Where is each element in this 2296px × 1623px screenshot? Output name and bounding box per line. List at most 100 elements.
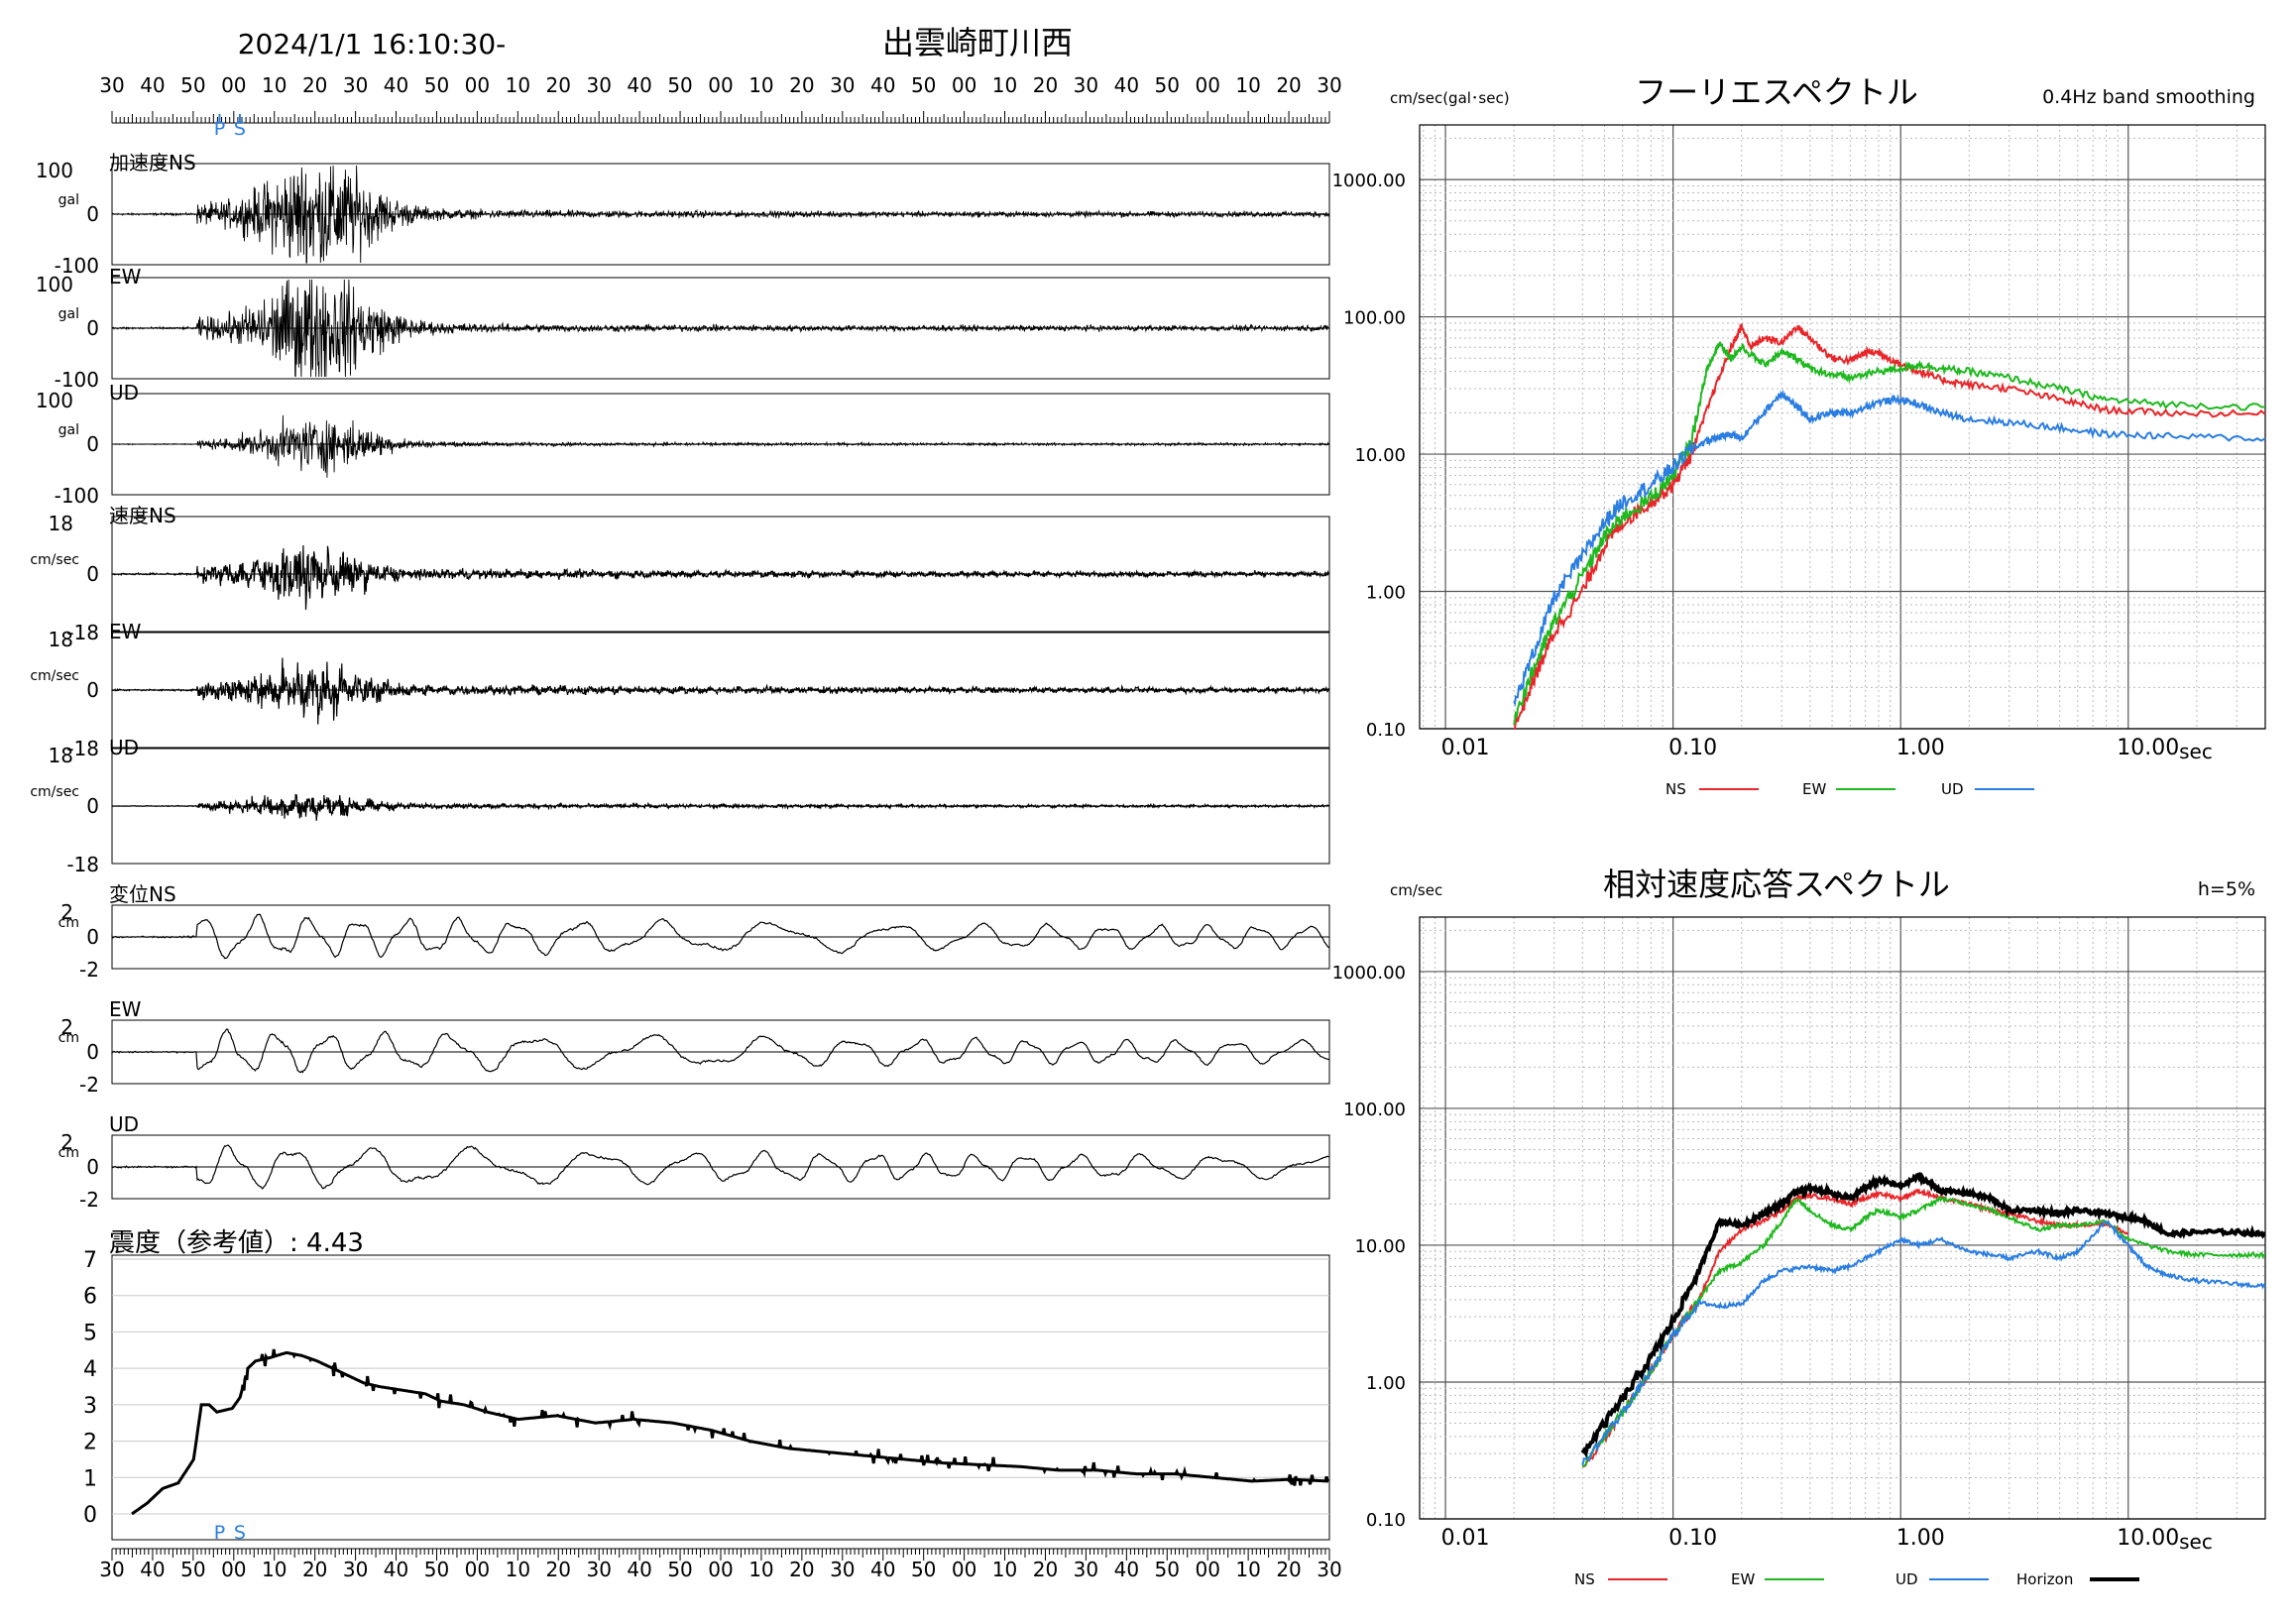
intensity-tick-label: 2	[83, 1431, 97, 1455]
bottom-time-axis-tick-label: 10	[1235, 1558, 1260, 1581]
intensity-tick-label: 3	[83, 1394, 97, 1419]
scale-zero: 0	[86, 316, 99, 340]
bottom-time-axis-tick-label: 50	[667, 1558, 692, 1581]
record-datetime: 2024/1/1 16:10:30-	[238, 28, 507, 60]
scale-max: 18	[49, 628, 73, 651]
scale-zero: 0	[86, 794, 99, 818]
top-time-axis-tick-label: 10	[992, 73, 1017, 97]
unit-label: gal	[58, 306, 79, 322]
top-time-axis-tick-label: 30	[1074, 73, 1098, 97]
unit-label: cm	[58, 1030, 79, 1046]
waveform-trace	[111, 279, 1330, 378]
scale-min: -100	[55, 368, 99, 392]
top-time-axis-tick-label: 30	[343, 73, 368, 97]
unit-label: gal	[58, 192, 79, 208]
chart-title: フーリエスペクトル	[1635, 73, 1918, 111]
bottom-time-axis-tick-label: 20	[1033, 1558, 1058, 1581]
bottom-time-axis-tick-label: 30	[343, 1558, 368, 1581]
top-time-axis-tick-label: 00	[221, 73, 246, 97]
top-time-axis-tick-label: 20	[546, 73, 571, 97]
bottom-time-axis-tick-label: 10	[992, 1558, 1017, 1581]
top-time-axis-tick-label: 50	[667, 73, 692, 97]
waveform-panel	[111, 748, 1330, 865]
plot-frame	[1419, 916, 2266, 1520]
scale-max: 18	[49, 744, 73, 767]
p-arrival-marker-top: P	[214, 118, 225, 140]
bottom-time-axis-tick-label: 10	[262, 1558, 287, 1581]
bottom-time-axis-tick-label: 00	[952, 1558, 976, 1581]
y-tick-label: 100.00	[1343, 308, 1406, 329]
component-label: 変位NS	[109, 882, 176, 906]
y-tick-label: 1000.00	[1332, 963, 1406, 984]
intensity-tick-label: 7	[83, 1248, 97, 1273]
response-chart	[1419, 916, 2266, 1581]
scale-max: 100	[36, 273, 73, 296]
y-unit-label: cm/sec	[1390, 881, 1442, 899]
bottom-time-axis-tick-label: 40	[140, 1558, 165, 1581]
scale-max: 100	[36, 389, 73, 412]
p-arrival-marker-bottom: P	[214, 1522, 225, 1544]
spectrum-line-ns	[1514, 323, 2266, 730]
waveform-panel	[111, 393, 1330, 496]
top-time-axis-tick-label: 40	[870, 73, 895, 97]
x-tick-label: 0.10	[1668, 736, 1717, 760]
spectrum-line-ew	[1581, 1195, 2266, 1468]
x-tick-label: 0.10	[1668, 1526, 1717, 1551]
scale-min: -2	[79, 958, 99, 982]
x-tick-label: 10.00	[2117, 1526, 2179, 1551]
intensity-chart	[111, 1254, 1330, 1541]
top-time-axis-tick-label: 00	[708, 73, 733, 97]
spectrum-line-ud	[1513, 389, 2266, 707]
bottom-time-axis-tick-label: 30	[830, 1558, 855, 1581]
bottom-time-axis-tick-label: 20	[302, 1558, 327, 1581]
legend-label: NS	[1665, 780, 1686, 798]
unit-label: cm	[58, 915, 79, 931]
top-time-axis-tick-label: 10	[506, 73, 530, 97]
bottom-time-axis-tick-label: 30	[586, 1558, 611, 1581]
waveform-trace	[111, 1028, 1330, 1074]
bottom-time-axis-tick-label: 10	[506, 1558, 530, 1581]
top-time-axis-tick-label: 00	[465, 73, 490, 97]
component-label: UD	[109, 381, 139, 405]
plot-frame	[1419, 124, 2266, 730]
s-arrival-marker-bottom: S	[234, 1522, 246, 1544]
top-time-axis-tick-label: 40	[384, 73, 408, 97]
intensity-trace	[131, 1348, 1329, 1516]
scale-max: 100	[36, 159, 73, 182]
scale-max: 18	[49, 512, 73, 535]
spectrum-line-ud	[1581, 1220, 2266, 1465]
top-time-axis-tick-label: 40	[627, 73, 651, 97]
top-time-axis-tick-label: 30	[586, 73, 611, 97]
legend-label: Horizon	[2016, 1570, 2073, 1588]
top-time-axis-tick-label: 50	[1155, 73, 1180, 97]
top-time-axis-tick-label: 50	[424, 73, 449, 97]
waveform-trace	[111, 913, 1330, 960]
legend-label: UD	[1941, 780, 1964, 798]
unit-label: cm/sec	[30, 784, 79, 800]
intensity-tick-label: 6	[83, 1285, 97, 1310]
chart-title: 相対速度応答スペクトル	[1603, 866, 1950, 903]
bottom-time-axis-tick-label: 50	[1155, 1558, 1180, 1581]
y-tick-label: 1000.00	[1332, 171, 1406, 191]
waveform-trace	[111, 544, 1330, 611]
waveform-panel	[111, 1134, 1330, 1200]
unit-label: gal	[58, 422, 79, 438]
top-time-axis-tick-label: 50	[180, 73, 205, 97]
top-time-axis-tick-label: 40	[140, 73, 165, 97]
y-tick-label: 10.00	[1354, 1236, 1406, 1257]
unit-label: cm	[58, 1145, 79, 1161]
intensity-tick-label: 5	[83, 1321, 97, 1345]
top-time-axis-tick-label: 10	[1235, 73, 1260, 97]
waveform-panel	[111, 163, 1330, 266]
top-time-axis-tick-label: 00	[1195, 73, 1219, 97]
waveform-trace	[111, 793, 1329, 821]
bottom-time-axis-tick-label: 50	[424, 1558, 449, 1581]
component-label: UD	[109, 1112, 139, 1136]
bottom-time-axis-tick-label: 00	[708, 1558, 733, 1581]
top-time-axis-tick-label: 50	[911, 73, 936, 97]
waveform-trace	[111, 1144, 1330, 1190]
bottom-time-axis-tick-label: 40	[384, 1558, 408, 1581]
bottom-time-axis-tick-label: 30	[1074, 1558, 1098, 1581]
intensity-tick-label: 1	[83, 1466, 97, 1491]
top-time-axis-tick-label: 10	[262, 73, 287, 97]
